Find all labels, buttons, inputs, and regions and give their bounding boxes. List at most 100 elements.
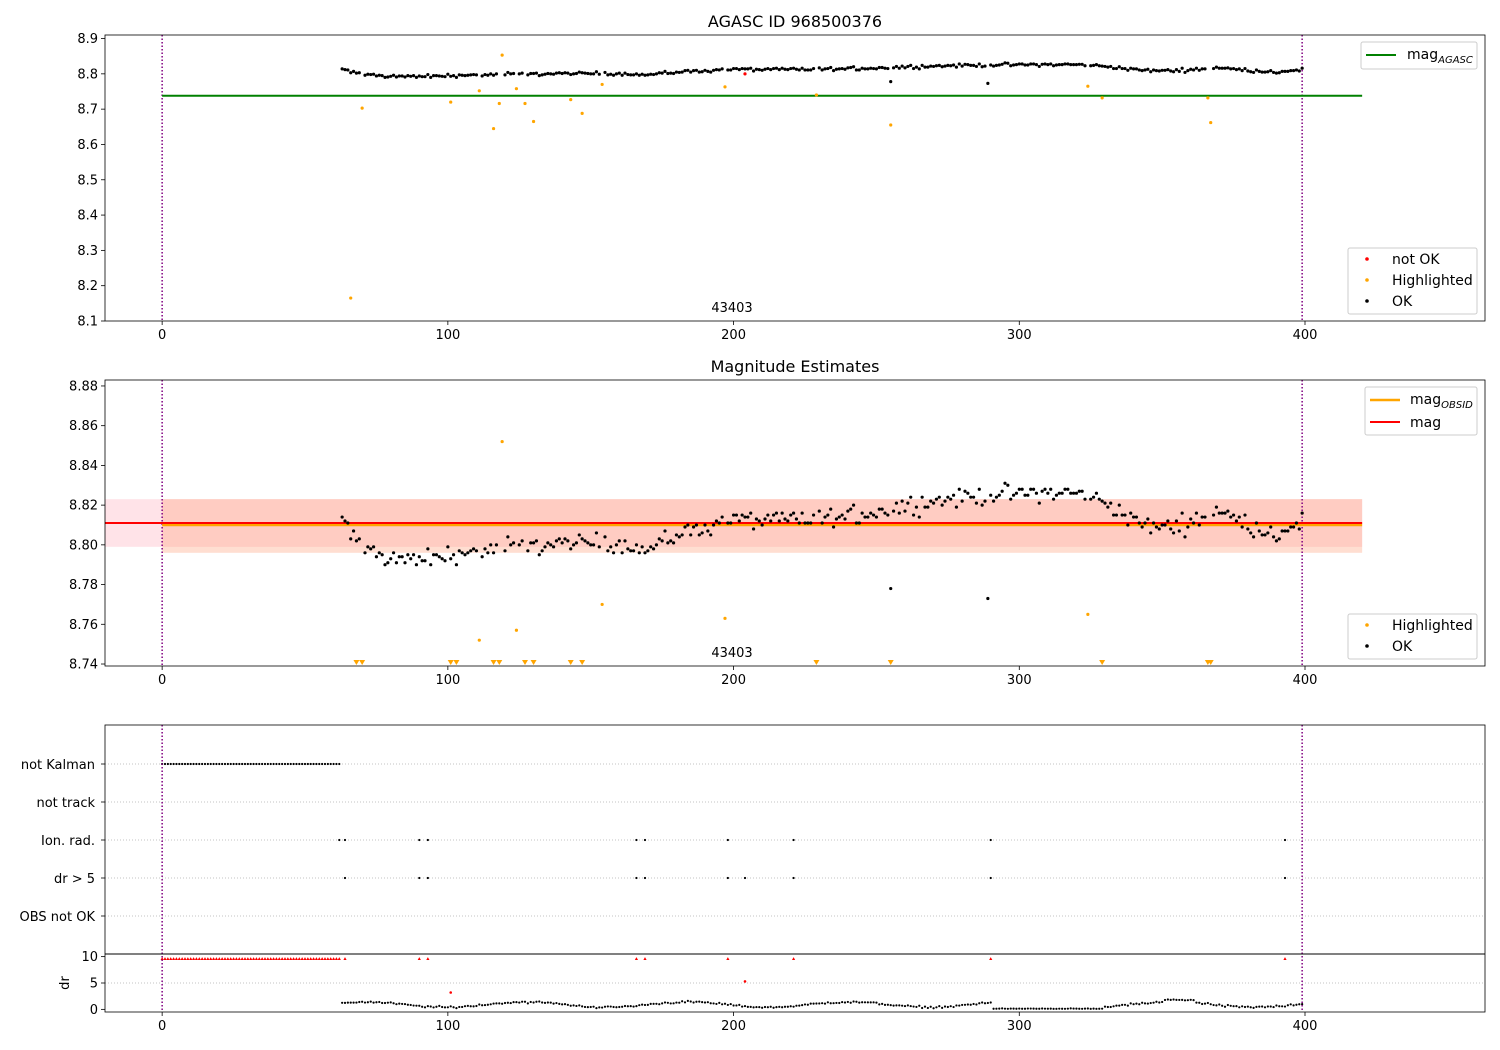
dr-point-276: [949, 1005, 952, 1008]
p1-ok-point-70: [557, 71, 561, 75]
dr-point-157: [609, 1005, 612, 1008]
panel1-line-legend: magAGASC: [1360, 41, 1478, 70]
dr-clipped-point-k27: [237, 957, 241, 960]
p1-ok-point-103: [654, 72, 659, 76]
p1-ok-point-92: [623, 71, 627, 75]
not-kalman-flag-4: [172, 762, 175, 766]
p2-ok-point-232: [1034, 491, 1039, 495]
p2-ok-point-89: [614, 543, 619, 547]
p1-ok-point-35: [443, 75, 447, 79]
p2-ok-point-28: [423, 559, 427, 563]
dr-point-138: [555, 1001, 558, 1005]
not-kalman-flag-29: [243, 762, 247, 766]
p1-ok-point-214: [980, 65, 984, 69]
not-kalman-flag-40: [275, 762, 278, 766]
p2-ok-point-168: [846, 509, 850, 513]
p1-ok-point-104: [657, 71, 661, 75]
p2-ok-point-125: [717, 521, 721, 525]
p2-ok-point-272: [1151, 521, 1156, 525]
p1-ok-point-50: [489, 72, 493, 76]
dr-clipped-point-k42: [280, 957, 284, 960]
p1-ok-point-5: [354, 71, 359, 75]
dr-point-84: [401, 1002, 404, 1006]
p1-ok-point-254: [1100, 64, 1104, 68]
dr-clipped-point-1: [417, 957, 421, 960]
dr-point-346: [1149, 1001, 1152, 1005]
dr-point-257: [895, 1004, 898, 1007]
p2-ok-point-118: [697, 533, 701, 537]
dr-point-244: [858, 1001, 861, 1004]
legend-not-ok: not OK: [1392, 252, 1440, 268]
dr-point-397: [1295, 1003, 1298, 1006]
p2-ok-point-81: [589, 543, 593, 547]
p1-ok-point-43: [466, 73, 470, 77]
p1-ok-point-229: [1026, 63, 1030, 67]
not-kalman-flag-19: [215, 762, 218, 766]
p2-ok-point-163: [831, 525, 836, 529]
dr-clipped-point-k54: [314, 957, 319, 960]
p1-ok-point-108: [669, 71, 673, 75]
p1-ok-point-154: [803, 68, 807, 72]
dr-clipped-point-k31: [249, 957, 253, 960]
p2-ok-point-26: [417, 555, 421, 559]
p1-ok-point-216: [989, 63, 993, 67]
dr-point-170: [646, 1003, 649, 1006]
not-kalman-flag-52: [309, 762, 312, 766]
dr-point-144: [572, 1004, 575, 1007]
p2-xtick-label-3: 300: [1007, 673, 1032, 688]
p1-ok-point-41: [460, 73, 464, 77]
dr-clipped-point-k53: [311, 957, 316, 960]
p1-ok-point-302: [1243, 66, 1247, 71]
dr-point-249: [872, 1001, 875, 1004]
p1-ok-point-4: [351, 69, 356, 73]
p1-ok-point-95: [631, 73, 636, 77]
dr-point-389: [1272, 1005, 1275, 1009]
p1-ok-point-238: [1051, 64, 1056, 68]
not-kalman-flag-44: [286, 762, 289, 766]
p1-ok-point-247: [1077, 62, 1081, 66]
dr-point-167: [638, 1004, 641, 1007]
p2-ok-point-78: [580, 537, 584, 541]
p1-ok-point-209: [966, 63, 970, 67]
not-kalman-flag-6: [178, 762, 181, 766]
p1-ok-point-204: [951, 63, 956, 67]
p2-ok-point-240: [1057, 491, 1061, 495]
dr-point-273: [941, 1006, 944, 1009]
dr-clipped-point-k28: [240, 957, 244, 960]
dr-point-350: [1161, 1000, 1164, 1004]
p2-ok-point-178: [874, 515, 879, 519]
dr-point-278: [955, 1004, 958, 1007]
p1-highlighted-point-6: [500, 53, 504, 57]
dr-point-339: [1129, 1002, 1132, 1005]
p3-xtick-label-3: 300: [1007, 1019, 1032, 1034]
dr-clipped-point-k60: [331, 957, 336, 960]
p1-ok-point-140: [763, 67, 767, 71]
p1-ok-point-133: [743, 67, 747, 71]
p2-ok-point-109: [671, 541, 676, 545]
p2-ok-point-227: [1020, 487, 1024, 491]
p2-ok-point-94: [629, 549, 633, 553]
p1-ok-point-241: [1060, 63, 1064, 67]
dr-point-122: [509, 1001, 512, 1005]
dr-point-275: [946, 1005, 949, 1009]
p1-ok-point-153: [800, 66, 804, 70]
p1-ok-point-93: [626, 72, 630, 77]
p1-ok-point-118: [697, 70, 701, 74]
svg-text:magAGASC: magAGASC: [1407, 47, 1473, 66]
p2-ok-point-234: [1040, 489, 1044, 493]
dr-point-307: [1038, 1007, 1041, 1010]
p2-ok-point-207: [960, 499, 964, 503]
dr-point-305: [1032, 1007, 1035, 1010]
p1-ok-point-147: [783, 67, 787, 71]
dr-point-301: [1021, 1007, 1024, 1010]
p1-ok-point-126: [720, 67, 724, 71]
dr-point-201: [735, 1004, 738, 1007]
p2-ok-point-241: [1060, 491, 1064, 495]
dr-clipped-point-k50: [303, 957, 307, 960]
p2-ok-point-7: [363, 551, 367, 555]
p2-ok-point-114: [686, 523, 690, 527]
not-kalman-flag-24: [229, 762, 232, 766]
not-kalman-flag-58: [326, 762, 329, 766]
p2-ok-point-301: [1240, 525, 1244, 529]
legend-mag-label: mag: [1407, 47, 1438, 63]
